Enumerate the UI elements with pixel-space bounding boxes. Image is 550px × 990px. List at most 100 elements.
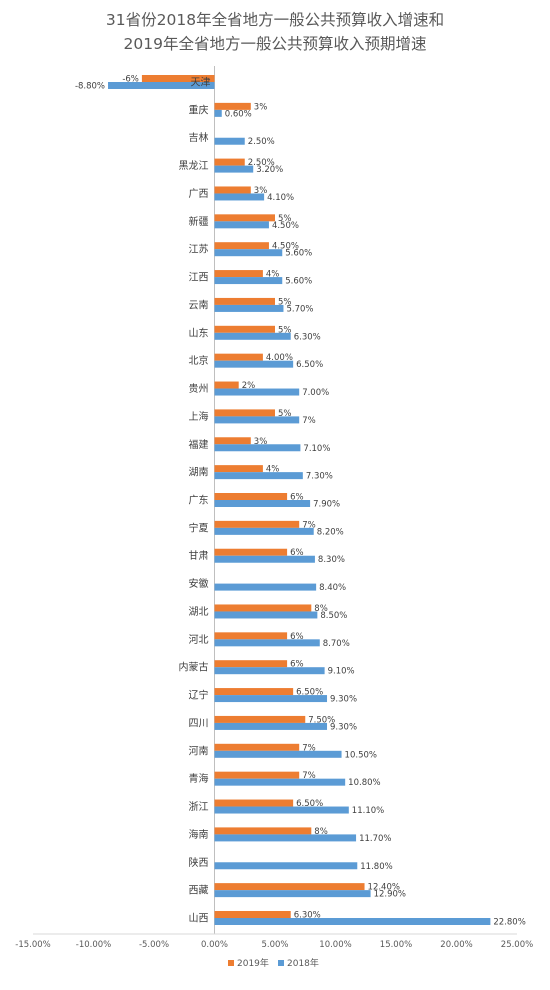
data-label-2018: 5.60% [285, 277, 312, 287]
data-label-2019: 6% [290, 548, 304, 558]
data-label-2019: 12.40% [368, 883, 400, 893]
x-tick-label: -5.00% [139, 940, 169, 950]
legend-swatch-2019 [228, 960, 234, 966]
bar-2018 [214, 304, 284, 312]
bar-2018 [214, 722, 328, 730]
data-label-2018: -8.80% [75, 82, 105, 92]
data-label-2018: 8.70% [323, 639, 350, 649]
bar-2019 [214, 493, 288, 500]
bar-2019 [214, 520, 300, 528]
bar-2019 [214, 214, 275, 222]
x-tick-label: 10.00% [319, 940, 351, 950]
category-label: 西藏 [189, 885, 209, 897]
chart-title-line-2: 2019年全省地方一般公共预算收入预期增速 [123, 35, 427, 53]
data-label-2019: 7.50% [308, 715, 335, 725]
category-label: 内蒙古 [179, 661, 209, 674]
category-label: 黑龙江 [179, 159, 209, 172]
data-label-2018: 22.80% [493, 918, 525, 928]
data-label-2018: 12.90% [374, 890, 406, 900]
bar-2018 [214, 249, 283, 257]
data-label-2018: 8.20% [317, 527, 344, 537]
category-label: 四川 [189, 718, 209, 729]
category-label: 上海 [189, 410, 209, 423]
category-label: 重庆 [189, 103, 209, 116]
data-label-2019: 4.00% [266, 353, 293, 363]
x-tick-label: 5.00% [261, 940, 288, 950]
bar-2018 [214, 221, 269, 229]
bar-2019 [214, 270, 263, 278]
data-label-2018: 5.70% [286, 304, 313, 314]
category-label: 浙江 [189, 801, 209, 813]
data-label-2018: 6.30% [294, 332, 321, 342]
category-label: 广西 [189, 188, 209, 200]
category-label: 辽宁 [189, 689, 209, 702]
data-label-2018: 9.30% [330, 695, 357, 705]
data-label-2019: 7% [302, 743, 316, 753]
bar-2018 [214, 778, 346, 786]
x-tick-label: -15.00% [15, 940, 50, 950]
bar-2019 [214, 799, 294, 807]
category-label: 云南 [189, 298, 209, 311]
bar-2018 [214, 388, 300, 396]
bar-2019 [214, 548, 288, 556]
bar-2018 [214, 695, 328, 703]
bar-2018 [214, 444, 301, 452]
bar-2019 [214, 688, 294, 696]
bar-2019 [214, 325, 275, 333]
bar-2019 [214, 715, 306, 723]
data-label-2019: 5% [278, 325, 292, 335]
category-label: 海南 [189, 828, 209, 841]
category-label: 甘肃 [189, 549, 209, 562]
data-label-2018: 4.50% [272, 221, 299, 231]
data-label-2019: 3% [254, 186, 267, 196]
bar-2019 [214, 743, 300, 751]
bar-2019 [214, 604, 312, 612]
category-label: 新疆 [189, 215, 209, 228]
data-label-2018: 11.10% [352, 806, 384, 816]
bar-2018 [214, 555, 315, 563]
bar-2018 [214, 667, 325, 675]
data-label-2019: 6% [290, 493, 304, 503]
bar-2019 [214, 353, 263, 361]
data-label-2018: 7.10% [303, 444, 330, 454]
data-label-2019: 5% [278, 214, 292, 224]
bar-2018 [214, 137, 245, 145]
category-label: 山东 [189, 326, 209, 339]
bar-2019 [214, 409, 275, 417]
x-tick-label: 25.00% [501, 940, 533, 950]
data-label-2019: 6.50% [296, 799, 323, 809]
data-label-2018: 11.80% [360, 862, 392, 872]
category-label: 山西 [189, 913, 209, 925]
data-label-2019: 6% [290, 632, 304, 642]
bar-2019 [214, 911, 291, 918]
data-label-2019: 6% [290, 660, 304, 670]
data-label-2019: 2.50% [248, 158, 275, 168]
bar-2018 [214, 750, 342, 758]
data-label-2018: 2.50% [248, 137, 275, 147]
bar-2018 [214, 500, 311, 507]
bar-2019 [214, 102, 251, 110]
data-label-2018: 9.10% [328, 667, 355, 677]
bar-2019 [214, 632, 288, 640]
legend-label-2018: 2018年 [287, 957, 319, 969]
bar-2019 [214, 158, 245, 166]
data-label-2019: 8% [314, 604, 328, 614]
data-label-2018: 3.20% [256, 165, 283, 175]
x-tick-label: -10.00% [76, 940, 111, 950]
chart-title-line-1: 31省份2018年全省地方一般公共预算收入增速和 [105, 11, 445, 29]
x-tick-label: 15.00% [380, 940, 412, 950]
data-label-2018: 10.50% [345, 750, 377, 760]
category-label: 湖北 [189, 606, 209, 618]
bar-2019 [214, 660, 288, 668]
category-label: 安徽 [189, 577, 209, 590]
category-label: 湖南 [189, 466, 209, 479]
bar-2018 [214, 527, 314, 535]
bar-2018 [214, 583, 317, 591]
bar-2019 [214, 242, 269, 250]
data-label-2018: 8.30% [318, 555, 345, 565]
category-label: 宁夏 [189, 521, 209, 534]
data-label-2018: 6.50% [296, 360, 323, 370]
bar-2019 [214, 771, 300, 779]
data-label-2018: 11.70% [359, 834, 391, 844]
bar-2019 [141, 75, 215, 82]
